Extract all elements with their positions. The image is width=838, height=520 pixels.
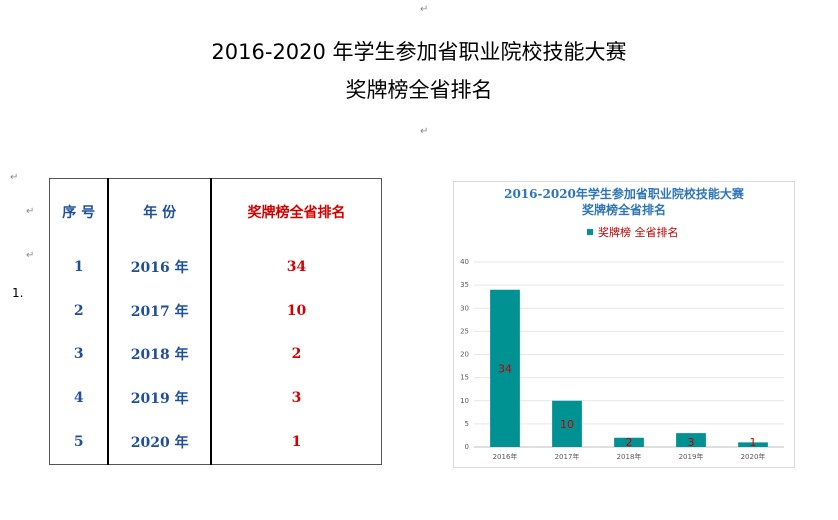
table-row: 2 2017 年 10: [49, 288, 382, 333]
y-tick-label: 0: [465, 443, 469, 451]
bar: [614, 437, 644, 447]
x-tick-label: 2016年: [493, 452, 518, 461]
x-tick-label: 2019年: [679, 452, 704, 461]
chart-title: 2016-2020年学生参加省职业院校技能大赛: [504, 186, 745, 201]
legend-swatch: [587, 229, 593, 235]
data-label: 2: [626, 436, 633, 449]
header-year: 年 份: [107, 178, 211, 245]
data-label: 10: [560, 418, 574, 431]
ranking-table: 序 号 年 份 奖牌榜全省排名 1 2016 年 34 2 2017 年 10 …: [49, 178, 382, 465]
y-tick-label: 5: [465, 420, 469, 428]
y-tick-label: 40: [460, 258, 469, 266]
row-number: 5: [49, 419, 109, 465]
row-rank: 3: [209, 376, 382, 420]
document-title: 2016-2020 年学生参加省职业院校技能大赛: [211, 40, 627, 64]
row-number: 1: [49, 245, 109, 289]
y-tick-label: 10: [460, 397, 469, 405]
bar: [552, 400, 582, 447]
y-tick-label: 35: [460, 281, 469, 289]
bar: [738, 442, 768, 447]
bar: [676, 433, 706, 447]
chart-subtitle: 奖牌榜全省排名: [582, 202, 666, 217]
x-tick-label: 2018年: [617, 452, 642, 461]
header-number: 序 号: [49, 178, 109, 245]
table-row: 3 2018 年 2: [49, 332, 382, 377]
table-row: 5 2020 年 1: [49, 419, 382, 465]
row-year: 2018 年: [107, 332, 211, 377]
row-number: 2: [49, 288, 109, 333]
paragraph-mark: ↵: [26, 206, 35, 217]
data-label: 34: [498, 362, 512, 375]
paragraph-mark: ↵: [10, 172, 19, 183]
x-tick-label: 2017年: [555, 452, 580, 461]
row-year: 2020 年: [107, 419, 211, 465]
row-year: 2017 年: [107, 288, 211, 333]
list-marker: 1.: [12, 286, 24, 300]
y-tick-label: 30: [460, 304, 469, 312]
y-tick-label: 15: [460, 374, 469, 382]
row-rank: 10: [209, 288, 382, 333]
table-header-row: 序 号 年 份 奖牌榜全省排名: [49, 178, 382, 245]
header-rank: 奖牌榜全省排名: [209, 178, 382, 245]
table-row: 4 2019 年 3: [49, 376, 382, 420]
data-label: 1: [750, 436, 757, 449]
paragraph-mark: ↵: [420, 126, 429, 137]
y-tick-label: 25: [460, 327, 469, 335]
row-rank: 34: [209, 245, 382, 289]
data-label: 3: [688, 436, 695, 449]
row-year: 2019 年: [107, 376, 211, 420]
ranking-chart: 2016-2020年学生参加省职业院校技能大赛 奖牌榜全省排名 奖牌榜 全省排名…: [453, 181, 795, 468]
table-row: 1 2016 年 34: [49, 245, 382, 289]
row-rank: 1: [209, 419, 382, 465]
x-tick-label: 2020年: [741, 452, 766, 461]
document-subtitle: 奖牌榜全省排名: [345, 78, 493, 102]
row-year: 2016 年: [107, 245, 211, 289]
legend-label: 奖牌榜 全省排名: [598, 225, 679, 239]
paragraph-mark: ↵: [420, 4, 429, 15]
y-tick-label: 20: [460, 351, 469, 359]
paragraph-mark: ↵: [26, 250, 35, 261]
row-rank: 2: [209, 332, 382, 377]
row-number: 4: [49, 376, 109, 420]
bar: [490, 289, 520, 447]
row-number: 3: [49, 332, 109, 377]
chart-svg: 2016-2020年学生参加省职业院校技能大赛 奖牌榜全省排名 奖牌榜 全省排名…: [460, 186, 784, 461]
